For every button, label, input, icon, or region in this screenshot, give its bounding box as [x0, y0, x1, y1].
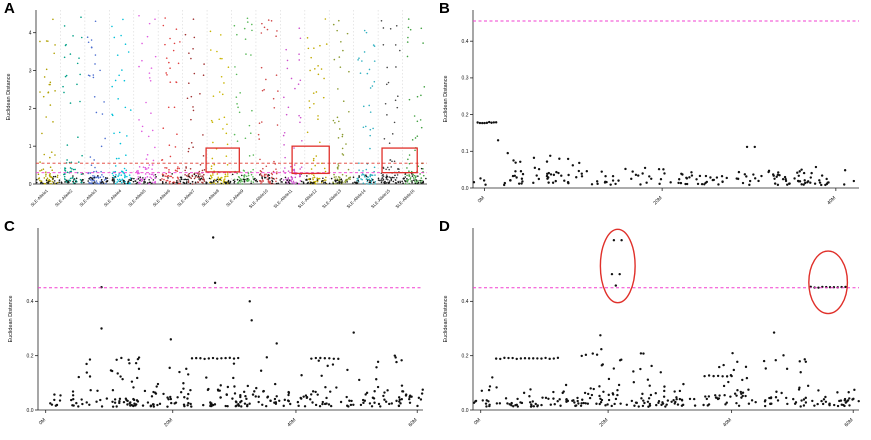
- svg-text:2: 2: [29, 106, 32, 112]
- svg-text:1: 1: [29, 144, 32, 150]
- svg-text:0.1: 0.1: [462, 149, 469, 155]
- panel-C-svg: 0.0 0.2 0.4 Euclidean Distance 0M 20M 40M 60M: [8, 228, 424, 428]
- svg-text:SLE-Allele3: SLE-Allele3: [78, 188, 98, 208]
- svg-text:SLE-Allele9: SLE-Allele9: [225, 188, 245, 208]
- svg-text:SLE-Allele5: SLE-Allele5: [127, 188, 147, 208]
- svg-text:40M: 40M: [826, 195, 837, 206]
- svg-text:SLE-Allele16: SLE-Allele16: [394, 188, 416, 210]
- svg-text:0.4: 0.4: [462, 299, 469, 305]
- svg-text:0.0: 0.0: [27, 408, 34, 414]
- panel-a: A 0 1 2 3 4 Euclidean Distance SLE-Allele1 SLE-…: [0, 0, 435, 218]
- svg-text:SLE-Allele12: SLE-Allele12: [297, 188, 319, 210]
- svg-text:0.0: 0.0: [462, 186, 469, 192]
- svg-text:0.4: 0.4: [27, 299, 34, 305]
- svg-text:SLE-Allele13: SLE-Allele13: [321, 188, 343, 210]
- svg-text:0M: 0M: [477, 195, 486, 204]
- svg-text:0: 0: [29, 182, 32, 188]
- svg-text:20M: 20M: [163, 417, 174, 428]
- svg-text:SLE-Allele7: SLE-Allele7: [176, 188, 196, 208]
- svg-text:0.2: 0.2: [462, 112, 469, 118]
- svg-text:60M: 60M: [408, 417, 419, 428]
- panel-c-label: C: [4, 218, 15, 235]
- svg-text:0M: 0M: [38, 417, 47, 426]
- svg-text:20M: 20M: [598, 417, 609, 428]
- svg-text:SLE-Allele2: SLE-Allele2: [54, 188, 74, 208]
- panel-D-svg: 0.0 0.2 0.4 Euclidean Distance 0M 20M 40M 60M: [443, 228, 860, 428]
- svg-text:60M: 60M: [843, 417, 854, 428]
- panel-c: C 0.0 0.2 0.4 Euclidean Distance 0M 20M 40M 60M: [0, 218, 435, 440]
- panel-d-label: D: [439, 218, 450, 235]
- svg-text:4: 4: [29, 30, 32, 36]
- svg-text:Euclidean Distance: Euclidean Distance: [6, 73, 12, 120]
- panel-B-svg: 0.0 0.1 0.2 0.3 0.4 Euclidean Distance 0M 20M 40…: [443, 10, 859, 206]
- svg-text:SLE-Allele14: SLE-Allele14: [346, 188, 368, 210]
- svg-text:Euclidean Distance: Euclidean Distance: [443, 295, 449, 342]
- svg-text:SLE-Allele15: SLE-Allele15: [370, 188, 392, 210]
- svg-text:SLE-Allele10: SLE-Allele10: [248, 188, 270, 210]
- svg-text:20M: 20M: [652, 195, 663, 206]
- svg-text:SLE-Allele8: SLE-Allele8: [201, 188, 221, 208]
- panel-b-label: B: [439, 0, 450, 17]
- panel-b: B 0.0 0.1 0.2 0.3 0.4 Euclidean Distance 0M 20M…: [435, 0, 871, 218]
- svg-text:0.4: 0.4: [462, 39, 469, 45]
- panel-d: D 0.0 0.2 0.4 Euclidean Distance 0M 20M 40M 60M: [435, 218, 871, 440]
- svg-text:3: 3: [29, 68, 32, 74]
- svg-text:40M: 40M: [722, 417, 733, 428]
- svg-text:SLE-Allele11: SLE-Allele11: [272, 188, 293, 209]
- svg-text:0.2: 0.2: [462, 353, 469, 359]
- panel-a-label: A: [4, 0, 15, 17]
- svg-text:40M: 40M: [286, 417, 297, 428]
- svg-text:0.0: 0.0: [462, 408, 469, 414]
- svg-text:Euclidean Distance: Euclidean Distance: [8, 295, 14, 342]
- svg-text:Euclidean Distance: Euclidean Distance: [443, 75, 449, 122]
- svg-text:0.3: 0.3: [462, 76, 469, 82]
- svg-text:0M: 0M: [473, 417, 482, 426]
- svg-text:0.2: 0.2: [27, 353, 34, 359]
- svg-text:SLE-Allele4: SLE-Allele4: [103, 188, 123, 208]
- svg-text:SLE-Allele6: SLE-Allele6: [152, 188, 172, 208]
- svg-text:SLE-Allele1: SLE-Allele1: [30, 188, 50, 208]
